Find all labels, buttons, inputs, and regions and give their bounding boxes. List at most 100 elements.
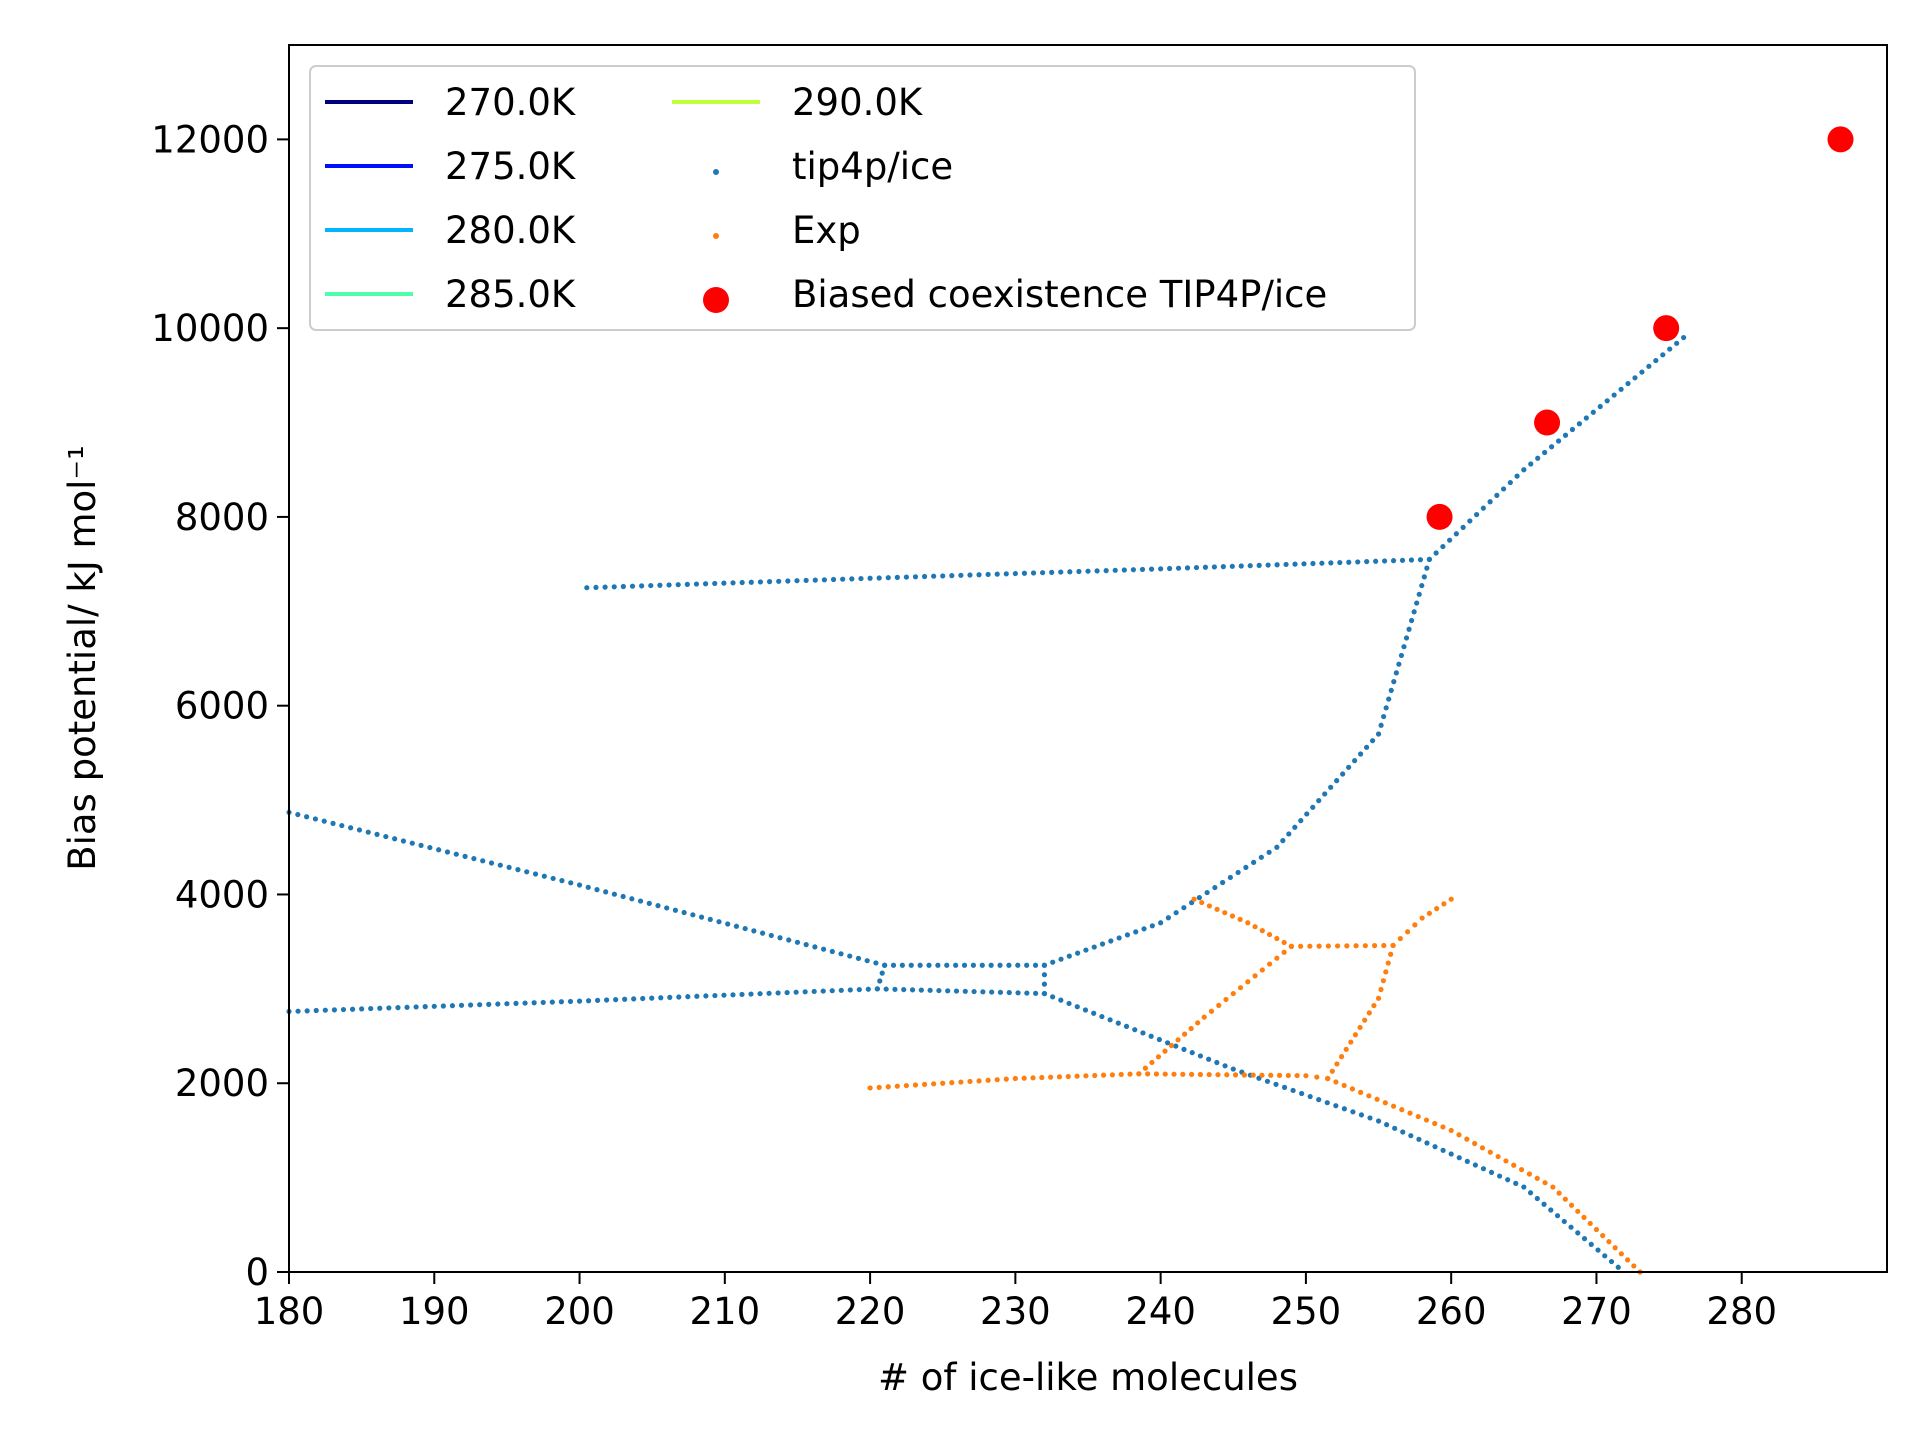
data-point [829,988,835,994]
data-point [1153,1071,1160,1077]
data-point [576,998,583,1004]
data-point [1472,1162,1478,1168]
x-tick-label: 270 [1561,1290,1632,1333]
data-point [1653,357,1659,364]
data-point [759,930,766,936]
data-point [739,579,745,586]
legend-item-tip4p-ice: tip4p/ice [713,145,953,188]
data-point [340,1006,347,1013]
y-tick-label: 12000 [151,118,269,161]
data-point [1041,972,1048,978]
data-point [1494,492,1500,498]
data-point [1012,570,1018,577]
x-tick-label: 190 [399,1290,470,1333]
data-point [1399,557,1406,563]
data-point [639,583,645,589]
data-point [1123,1023,1130,1029]
data-point [894,574,900,580]
data-point [1612,1245,1618,1251]
data-point [1021,1075,1027,1081]
data-point [733,923,740,929]
data-point [1390,942,1396,949]
data-point [1238,563,1244,569]
data-point [874,986,880,992]
data-point [1358,1112,1365,1118]
data-point [1171,1071,1177,1077]
data-point [1298,818,1304,824]
data-point [1265,562,1271,568]
data-point [865,986,871,992]
data-point [1214,1059,1220,1066]
data-point [971,988,977,995]
data-point [1511,1162,1517,1168]
data-point [1288,943,1294,949]
data-point [1006,962,1012,968]
data-point [1316,943,1322,949]
data-point [1281,949,1287,955]
data-point [1310,560,1316,567]
data-point [1307,943,1313,949]
data-point [1646,363,1652,369]
data-point [1232,1072,1239,1078]
data-point [690,912,696,918]
data-point [667,994,673,1000]
data-point [1197,1053,1204,1059]
data-point [748,579,754,585]
data-point [1264,1078,1271,1084]
data-point [1324,1100,1330,1106]
legend-swatch [713,233,719,239]
data-point [830,576,837,583]
data-point [1039,1074,1045,1081]
data-point [917,962,923,968]
data-point [1390,1103,1397,1109]
legend-label: tip4p/ice [792,145,953,188]
data-point [1448,1127,1454,1134]
data-point [1273,1081,1279,1087]
data-point [1352,758,1358,764]
data-point [1316,1097,1322,1103]
data-point [1191,896,1197,902]
data-point [1388,687,1394,693]
data-point [1448,1151,1454,1157]
data-point [1480,1166,1487,1172]
data-point [1590,409,1596,415]
data-point [742,925,748,932]
plot-frame [288,44,1888,1273]
data-point [1292,561,1298,567]
data-point [1245,920,1251,926]
data-point [1015,962,1021,968]
data-point [1066,1000,1072,1007]
x-tick-label: 220 [835,1290,906,1333]
data-point [1333,1079,1339,1085]
data-point [847,953,853,959]
data-point [768,932,774,939]
data-point [1550,1184,1556,1190]
data-point [980,989,986,995]
data-point [944,962,950,968]
data-point [1103,568,1109,574]
data-point [1227,874,1233,881]
x-tick-label: 230 [980,1290,1051,1333]
data-point [1604,398,1610,404]
data-point [1006,989,1012,996]
data-point [1325,943,1331,949]
data-point [1653,315,1680,342]
data-point [838,951,844,957]
data-point [1375,1118,1382,1124]
data-point [1521,1184,1527,1190]
data-point [958,572,964,578]
data-point [1464,1158,1470,1164]
data-point [1367,1115,1373,1121]
data-point [1252,973,1258,979]
data-point [1371,1002,1377,1009]
data-point [707,916,713,923]
data-point [1243,864,1249,871]
data-point [1189,1050,1195,1056]
data-point [392,836,398,842]
data-point [935,962,941,968]
data-point [721,580,727,586]
data-point [436,847,442,853]
data-point [418,842,424,848]
data-point [1432,1144,1438,1150]
data-point [1083,947,1089,953]
